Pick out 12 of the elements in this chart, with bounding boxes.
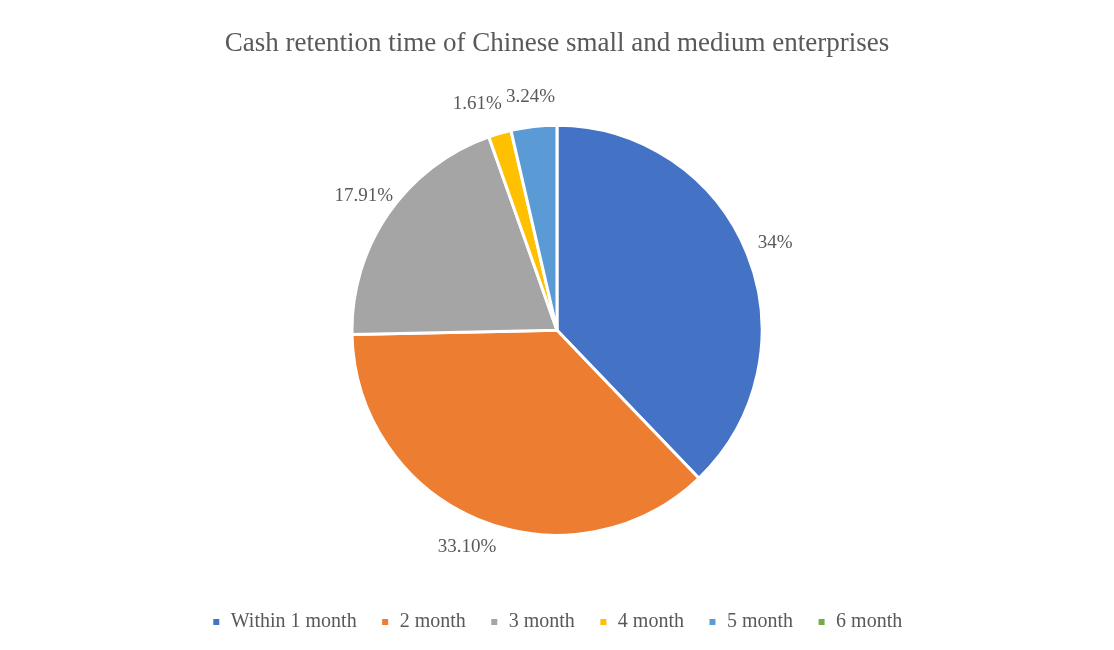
data-label: 1.61% (452, 92, 503, 114)
legend-label: 5 month (726, 609, 794, 632)
data-label: 34% (757, 230, 793, 252)
data-label: 3.24% (505, 84, 556, 106)
legend-label: Within 1 month (230, 609, 357, 632)
chart-title: Cash retention time of Chinese small and medium enterprises (224, 27, 890, 58)
data-label: 33.10% (437, 535, 497, 557)
legend-label: 6 month (836, 609, 903, 632)
legend-label: 3 month (508, 609, 575, 632)
legend-label: 2 month (399, 609, 466, 632)
legend-label: 4 month (617, 609, 684, 632)
data-label: 17.91% (334, 184, 394, 206)
